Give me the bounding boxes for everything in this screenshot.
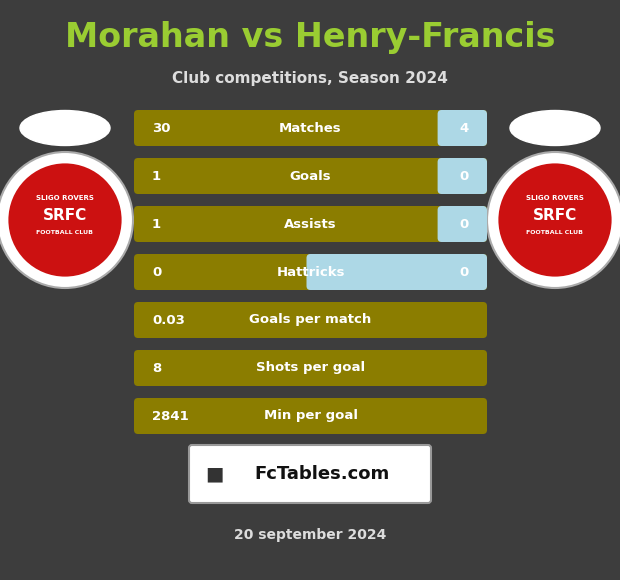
Text: SRFC: SRFC [43, 208, 87, 223]
FancyBboxPatch shape [134, 158, 487, 194]
FancyBboxPatch shape [134, 350, 487, 386]
FancyBboxPatch shape [438, 110, 487, 146]
FancyBboxPatch shape [134, 254, 487, 290]
Text: Min per goal: Min per goal [264, 409, 358, 422]
Circle shape [497, 162, 613, 278]
Text: 4: 4 [460, 121, 469, 135]
Circle shape [487, 152, 620, 288]
Text: 30: 30 [152, 121, 171, 135]
Text: 0: 0 [460, 169, 469, 183]
Text: FcTables.com: FcTables.com [254, 465, 389, 483]
Text: Hattricks: Hattricks [277, 266, 345, 278]
Text: 1: 1 [152, 169, 161, 183]
Ellipse shape [20, 111, 110, 146]
FancyBboxPatch shape [134, 206, 487, 242]
Text: SRFC: SRFC [533, 208, 577, 223]
FancyBboxPatch shape [306, 254, 487, 290]
Text: Matches: Matches [279, 121, 342, 135]
FancyBboxPatch shape [134, 302, 487, 338]
Text: ■: ■ [205, 465, 223, 484]
Circle shape [0, 152, 133, 288]
Text: Goals per match: Goals per match [249, 314, 371, 327]
FancyBboxPatch shape [134, 398, 487, 434]
Text: 0: 0 [460, 266, 469, 278]
FancyBboxPatch shape [189, 445, 431, 503]
Text: 2841: 2841 [152, 409, 188, 422]
Circle shape [7, 162, 123, 278]
Text: Goals: Goals [290, 169, 331, 183]
Text: Shots per goal: Shots per goal [256, 361, 365, 375]
FancyBboxPatch shape [134, 110, 487, 146]
Text: FOOTBALL CLUB: FOOTBALL CLUB [526, 230, 583, 235]
Text: Club competitions, Season 2024: Club competitions, Season 2024 [172, 71, 448, 85]
Text: 0: 0 [460, 218, 469, 230]
Text: 0.03: 0.03 [152, 314, 185, 327]
Text: Morahan vs Henry-Francis: Morahan vs Henry-Francis [64, 21, 556, 55]
FancyBboxPatch shape [438, 158, 487, 194]
Text: SLIGO ROVERS: SLIGO ROVERS [526, 195, 584, 201]
Text: 20 september 2024: 20 september 2024 [234, 528, 386, 542]
Text: Assists: Assists [284, 218, 337, 230]
Text: 1: 1 [152, 218, 161, 230]
FancyBboxPatch shape [438, 206, 487, 242]
Text: SLIGO ROVERS: SLIGO ROVERS [36, 195, 94, 201]
Text: FOOTBALL CLUB: FOOTBALL CLUB [37, 230, 94, 235]
Text: 0: 0 [152, 266, 161, 278]
Text: 8: 8 [152, 361, 161, 375]
Ellipse shape [510, 111, 600, 146]
